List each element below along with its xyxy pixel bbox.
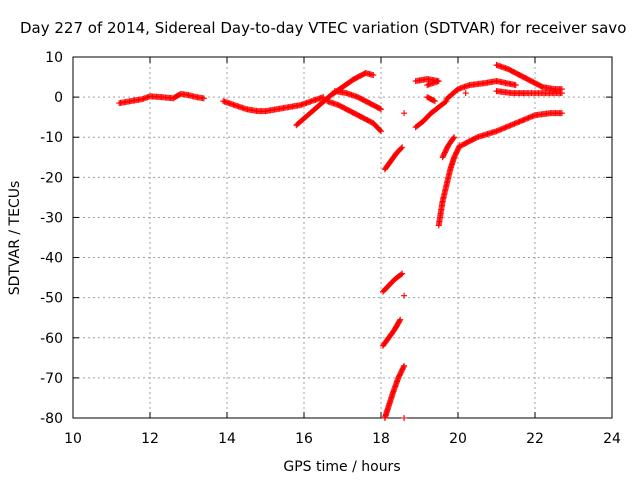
x-tick-label: 12 [141, 431, 159, 447]
data-point [397, 316, 404, 323]
series-arc-17 [493, 62, 565, 93]
data-point [398, 271, 405, 278]
series-arc-7 [379, 270, 406, 295]
data-point [396, 317, 403, 324]
data-markers [116, 62, 565, 421]
y-tick-label: -50 [40, 291, 63, 307]
series-arc-6 [381, 144, 406, 173]
data-point [377, 127, 384, 134]
series-arc-18 [493, 88, 565, 97]
data-point [376, 105, 383, 112]
y-tick-label: -70 [40, 371, 63, 387]
series-arc-8 [379, 316, 404, 349]
data-point [400, 364, 407, 371]
data-point [442, 98, 449, 105]
series-arc-12 [424, 94, 438, 105]
series-arc-2 [220, 94, 327, 115]
y-tick-label: -80 [40, 411, 63, 427]
y-axis-title: SDTVAR / TECUs [7, 181, 23, 296]
data-point [200, 95, 207, 102]
y-tick-label: -30 [40, 210, 63, 226]
grid-layer [73, 57, 612, 418]
series-arc-14 [439, 134, 458, 161]
data-point [558, 110, 565, 117]
data-point [430, 97, 437, 104]
y-tick-label: -10 [40, 130, 63, 146]
data-point [451, 134, 458, 141]
y-tick-label: -40 [40, 251, 63, 267]
series-arc-13 [435, 142, 463, 229]
tick-layer: 10 12 14 16 18 20 22 24 10 0 -10 -20 -30 -40 -50 -60 -70… [40, 50, 621, 447]
data-point [431, 98, 438, 105]
x-tick-label: 14 [218, 431, 236, 447]
data-point [399, 144, 406, 151]
plot-frame [72, 56, 613, 419]
chart-title: Day 227 of 2014, Sidereal Day-to-day VTE… [20, 19, 626, 37]
data-point [401, 110, 408, 117]
data-point [424, 82, 431, 89]
data-point [401, 292, 408, 299]
y-tick-label: 0 [54, 90, 63, 106]
x-tick-label: 16 [295, 431, 313, 447]
x-tick-label: 24 [603, 431, 621, 447]
data-point [450, 135, 457, 142]
y-tick-label: -20 [40, 170, 63, 186]
x-axis-title: GPS time / hours [283, 459, 400, 475]
data-point [398, 145, 405, 152]
series-outliers [401, 90, 469, 421]
series-arc-5 [331, 88, 384, 113]
y-tick-label: 10 [45, 50, 63, 66]
y-tick-label: -60 [40, 331, 63, 347]
data-point [378, 128, 384, 135]
series-arc-9 [381, 362, 408, 421]
data-point [558, 90, 565, 97]
series-arc-16 [443, 78, 519, 103]
x-tick-label: 22 [526, 431, 544, 447]
x-tick-label: 18 [372, 431, 390, 447]
data-point [370, 72, 377, 79]
data-point [399, 270, 406, 277]
series-arc-4 [324, 98, 384, 135]
data-point [401, 415, 408, 421]
data-point [401, 362, 408, 369]
series-arc-15 [458, 110, 565, 149]
x-tick-label: 20 [449, 431, 467, 447]
x-tick-label: 10 [64, 431, 82, 447]
series-arc-10 [412, 98, 450, 131]
data-point [462, 90, 469, 97]
data-point [512, 82, 519, 89]
data-point [378, 106, 384, 113]
series-arc-1 [116, 90, 207, 107]
series-arc-11 [412, 76, 442, 89]
